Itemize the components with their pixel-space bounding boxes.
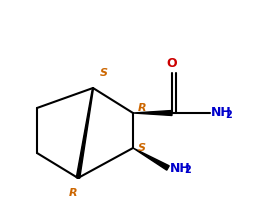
Polygon shape xyxy=(133,110,172,116)
Text: 2: 2 xyxy=(184,165,191,175)
Polygon shape xyxy=(133,148,169,170)
Text: NH: NH xyxy=(211,107,232,120)
Text: R: R xyxy=(138,103,147,113)
Text: 2: 2 xyxy=(225,110,232,120)
Text: R: R xyxy=(69,188,77,198)
Polygon shape xyxy=(76,88,94,178)
Text: S: S xyxy=(138,143,146,153)
Text: NH: NH xyxy=(170,162,191,175)
Text: O: O xyxy=(167,57,177,70)
Text: S: S xyxy=(100,68,108,78)
